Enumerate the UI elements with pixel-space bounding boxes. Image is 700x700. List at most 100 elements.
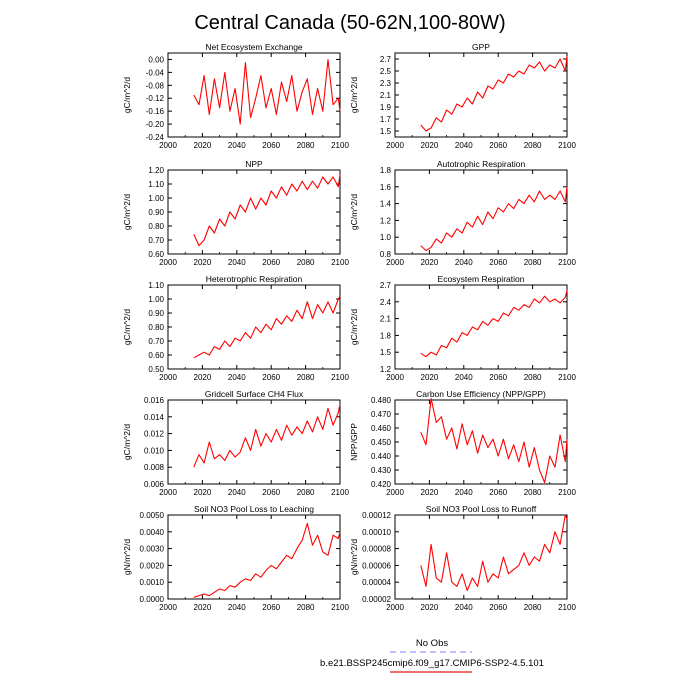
x-tick-label: 2080 xyxy=(297,603,315,612)
x-tick-label: 2100 xyxy=(558,603,576,612)
x-tick-label: 2000 xyxy=(386,141,404,150)
x-tick-label: 2060 xyxy=(262,603,280,612)
y-axis-label: gN/m^2/d xyxy=(349,539,359,575)
series-line xyxy=(420,186,568,252)
y-tick-label: 0.0040 xyxy=(140,528,165,537)
x-tick-label: 2000 xyxy=(159,488,177,497)
y-tick-label: 1.4 xyxy=(380,200,392,209)
x-tick-label: 2100 xyxy=(331,258,349,267)
y-axis-label: gC/m^2/d xyxy=(122,77,132,113)
x-tick-label: 2040 xyxy=(228,488,246,497)
x-tick-label: 2040 xyxy=(228,603,246,612)
y-tick-label: 0.70 xyxy=(148,337,164,346)
y-tick-label: 0.016 xyxy=(144,396,165,405)
x-tick-label: 2100 xyxy=(558,373,576,382)
x-tick-label: 2040 xyxy=(228,373,246,382)
y-tick-label: 0.010 xyxy=(144,446,165,455)
x-tick-label: 2100 xyxy=(331,141,349,150)
y-tick-label: 1.00 xyxy=(148,295,164,304)
series-line xyxy=(420,398,568,484)
y-tick-label: 0.450 xyxy=(371,438,392,447)
page-title: Central Canada (50-62N,100-80W) xyxy=(194,12,505,34)
series-line xyxy=(420,55,568,132)
y-tick-label: -0.12 xyxy=(146,94,165,103)
y-axis-label: gC/m^2/d xyxy=(349,77,359,113)
chart-ecosystem-respiration: Ecosystem Respiration gC/m^2/d 2000 2020 204… xyxy=(349,274,576,382)
series-line xyxy=(193,174,341,247)
chart-autotrophic-respiration: Autotrophic Respiration gC/m^2/d 2000 2020 2… xyxy=(349,159,576,267)
y-tick-label: -0.08 xyxy=(146,81,165,90)
y-tick-label: -0.04 xyxy=(146,68,165,77)
y-tick-label: 1.9 xyxy=(380,103,392,112)
plot-frame xyxy=(394,284,568,370)
legend-label-model-run: b.e21.BSSP245cmip6.f09_g17.CMIP6-SSP2-4.… xyxy=(320,658,544,669)
y-tick-label: 0.70 xyxy=(148,236,164,245)
x-tick-label: 2000 xyxy=(386,373,404,382)
chart-title: Heterotrophic Respiration xyxy=(206,274,303,284)
y-tick-label: 0.460 xyxy=(371,424,392,433)
y-axis-label: gC/m^2/d xyxy=(349,309,359,345)
y-tick-label: 0.420 xyxy=(371,480,392,489)
y-tick-label: 2.7 xyxy=(380,55,392,64)
y-tick-label: 1.2 xyxy=(380,216,392,225)
y-tick-label: 0.00006 xyxy=(362,561,391,570)
y-tick-label: -0.24 xyxy=(146,133,165,142)
plot-frame xyxy=(167,284,341,370)
x-tick-label: 2060 xyxy=(489,373,507,382)
y-axis-label: gC/m^2/d xyxy=(122,309,132,345)
y-tick-label: 0.90 xyxy=(148,208,164,217)
y-tick-label: 0.0000 xyxy=(140,595,165,604)
y-tick-label: 0.00004 xyxy=(362,578,391,587)
x-tick-label: 2000 xyxy=(159,141,177,150)
y-tick-label: 0.0050 xyxy=(140,511,165,520)
chart-title: NPP xyxy=(245,159,263,169)
y-tick-label: 0.008 xyxy=(144,463,165,472)
x-tick-label: 2100 xyxy=(558,141,576,150)
y-tick-label: 0.8 xyxy=(380,250,392,259)
y-axis-label: NPP/GPP xyxy=(349,423,359,461)
series-line xyxy=(193,404,341,468)
x-tick-label: 2000 xyxy=(159,373,177,382)
x-tick-label: 2020 xyxy=(421,141,439,150)
y-tick-label: 0.60 xyxy=(148,250,164,259)
x-tick-label: 2060 xyxy=(489,141,507,150)
x-tick-label: 2020 xyxy=(421,373,439,382)
chart-title: Carbon Use Efficiency (NPP/GPP) xyxy=(416,389,546,399)
y-axis-label: gC/m^2/d xyxy=(122,194,132,230)
x-tick-label: 2060 xyxy=(489,488,507,497)
x-tick-label: 2080 xyxy=(524,488,542,497)
chart-title: Soil NO3 Pool Loss to Leaching xyxy=(194,504,314,514)
x-tick-label: 2000 xyxy=(386,488,404,497)
y-tick-label: 1.0 xyxy=(380,233,392,242)
chart-heterotrophic-respiration: Heterotrophic Respiration gC/m^2/d 2000 202… xyxy=(122,274,349,382)
y-tick-label: 2.1 xyxy=(380,91,392,100)
x-tick-label: 2040 xyxy=(455,488,473,497)
y-tick-label: 0.00002 xyxy=(362,595,391,604)
x-tick-label: 2060 xyxy=(262,141,280,150)
chart-soil-no3-pool-loss-to-leaching: Soil NO3 Pool Loss to Leaching gN/m^2/d 20… xyxy=(122,504,349,612)
x-tick-label: 2100 xyxy=(558,258,576,267)
series-line xyxy=(193,522,341,598)
x-tick-label: 2040 xyxy=(455,373,473,382)
x-tick-label: 2080 xyxy=(524,603,542,612)
y-tick-label: 1.5 xyxy=(380,127,392,136)
y-tick-label: 0.90 xyxy=(148,309,164,318)
legend-label-no-obs: No Obs xyxy=(416,638,448,649)
x-tick-label: 2080 xyxy=(524,141,542,150)
series-line xyxy=(193,58,341,125)
x-tick-label: 2100 xyxy=(558,488,576,497)
y-tick-label: -0.16 xyxy=(146,107,165,116)
x-tick-label: 2080 xyxy=(297,141,315,150)
x-tick-label: 2020 xyxy=(421,258,439,267)
x-tick-label: 2040 xyxy=(455,603,473,612)
x-tick-label: 2040 xyxy=(455,258,473,267)
x-tick-label: 2060 xyxy=(262,373,280,382)
y-tick-label: 1.20 xyxy=(148,166,164,175)
y-tick-label: 0.00008 xyxy=(362,545,391,554)
x-tick-label: 2000 xyxy=(386,603,404,612)
plot-frame xyxy=(167,399,341,485)
y-tick-label: 0.012 xyxy=(144,430,165,439)
y-tick-label: 1.8 xyxy=(380,331,392,340)
y-tick-label: 2.3 xyxy=(380,79,392,88)
